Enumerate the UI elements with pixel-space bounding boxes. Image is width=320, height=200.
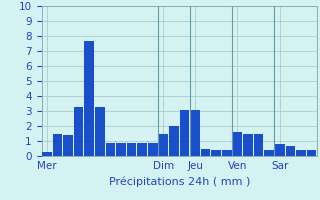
Bar: [285, 146, 295, 156]
Bar: [190, 110, 200, 156]
Bar: [296, 150, 306, 156]
Bar: [212, 150, 221, 156]
Bar: [63, 135, 73, 156]
Bar: [84, 40, 94, 156]
Bar: [264, 150, 274, 156]
Bar: [148, 142, 157, 156]
Bar: [42, 152, 52, 156]
Bar: [53, 134, 62, 156]
X-axis label: Précipitations 24h ( mm ): Précipitations 24h ( mm ): [108, 176, 250, 187]
Bar: [137, 142, 147, 156]
Bar: [275, 144, 284, 156]
Bar: [222, 150, 232, 156]
Bar: [233, 132, 242, 156]
Bar: [74, 106, 84, 156]
Bar: [127, 142, 136, 156]
Bar: [95, 106, 105, 156]
Bar: [180, 110, 189, 156]
Bar: [106, 142, 115, 156]
Bar: [116, 142, 126, 156]
Bar: [201, 148, 211, 156]
Bar: [254, 134, 263, 156]
Bar: [307, 150, 316, 156]
Bar: [159, 134, 168, 156]
Bar: [169, 126, 179, 156]
Bar: [243, 134, 253, 156]
